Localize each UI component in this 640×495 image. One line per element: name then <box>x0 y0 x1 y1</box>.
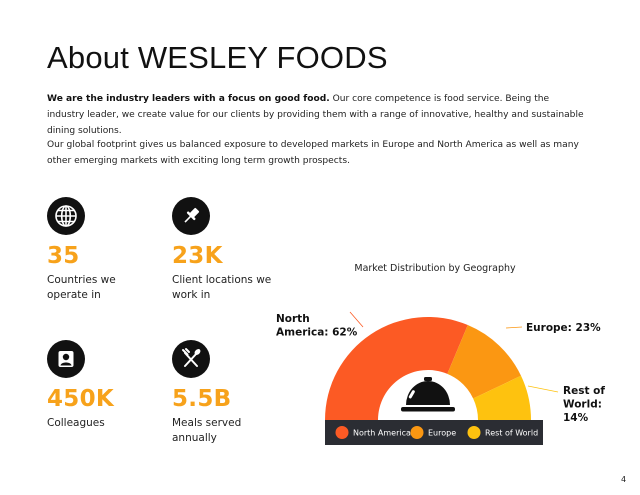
stat-value: 23K <box>172 243 223 269</box>
slice-north-america <box>325 317 468 420</box>
stat-client-locations: 23K Client locations we work in <box>172 197 282 303</box>
market-distribution-chart: Market Distribution by Geography North Am… <box>276 263 605 445</box>
chart-title: Market Distribution by Geography <box>354 263 516 274</box>
stat-meals-served: 5.5B Meals served annually <box>172 340 282 446</box>
stat-value: 35 <box>47 243 80 269</box>
data-label: Europe: 23% <box>526 322 601 334</box>
stat-label: Colleagues <box>47 417 105 429</box>
slice-europe <box>447 324 522 399</box>
page-number: 4 <box>621 475 627 484</box>
intro-paragraph: We are the industry leaders with a focus… <box>47 91 587 139</box>
slice-rest-of-world <box>473 375 531 420</box>
legend-swatch <box>467 426 481 439</box>
person-icon <box>47 340 85 378</box>
data-label: Rest of World: 14% <box>563 385 605 424</box>
legend-swatch <box>335 426 349 439</box>
stat-value: 5.5B <box>172 386 232 412</box>
legend-label: Europe <box>428 429 456 438</box>
intro-bold-text: We are the industry leaders with a focus… <box>47 94 330 104</box>
page-title: About WESLEY FOODS <box>47 40 388 75</box>
stat-value: 450K <box>47 386 115 412</box>
leader-line <box>349 311 364 328</box>
leader-line <box>527 385 559 393</box>
legend-label: North America <box>353 429 411 438</box>
legend-swatch <box>410 426 424 439</box>
legend-item: Europe <box>410 426 456 439</box>
intro-body-text: Our core competence is food service. Bei… <box>47 94 584 136</box>
legend-label: Rest of World <box>485 429 538 438</box>
pin-icon <box>172 197 210 235</box>
stat-label: Countries we operate in <box>47 274 116 301</box>
stat-label: Client locations we work in <box>172 274 272 301</box>
data-label: North America: 62% <box>276 313 358 339</box>
legend-item: Rest of World <box>467 426 538 439</box>
globe-icon <box>47 197 85 235</box>
footprint-paragraph: Our global footprint gives us balanced e… <box>47 140 579 166</box>
stat-label: Meals served annually <box>172 417 242 444</box>
legend-item: North America <box>335 426 411 439</box>
stat-countries: 35 Countries we operate in <box>47 197 157 303</box>
stat-colleagues: 450K Colleagues <box>47 340 157 431</box>
chart-legend: North America Europe Rest of World <box>325 420 543 445</box>
service-bell-icon <box>401 377 455 412</box>
leader-line <box>505 326 523 329</box>
utensils-icon <box>172 340 210 378</box>
